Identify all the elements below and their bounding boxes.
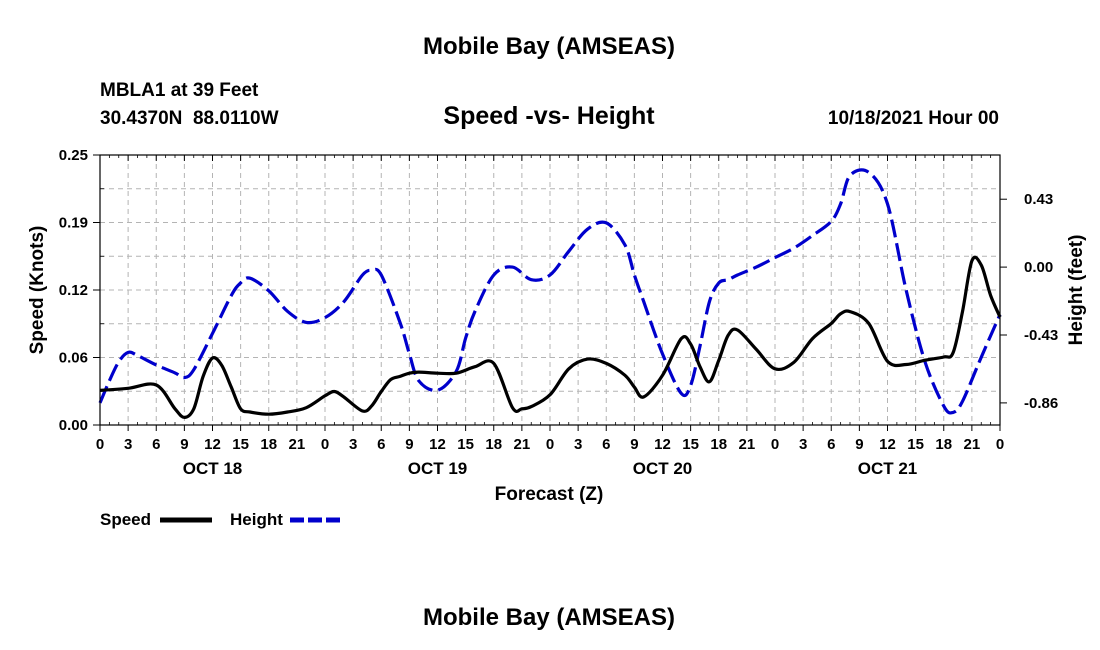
- x-tick-label: 0: [96, 436, 104, 453]
- x-tick-label: 15: [457, 436, 474, 453]
- x-axis-title: Forecast (Z): [495, 484, 604, 505]
- x-tick-label: 3: [124, 436, 132, 453]
- x-tick-label: 3: [574, 436, 582, 453]
- day-label: OCT 18: [183, 459, 243, 478]
- x-tick-label: 9: [180, 436, 188, 453]
- y-left-tick-label: 0.06: [59, 350, 88, 367]
- station-label: MBLA1 at 39 Feet: [100, 80, 259, 101]
- x-tick-label: 0: [546, 436, 554, 453]
- x-tick-label: 9: [405, 436, 413, 453]
- x-tick-label: 15: [907, 436, 924, 453]
- x-tick-label: 0: [321, 436, 329, 453]
- x-tick-label: 18: [485, 436, 502, 453]
- x-tick-label: 12: [879, 436, 896, 453]
- plot-frame: [99, 154, 1001, 426]
- x-tick-label: 18: [260, 436, 277, 453]
- series-lines: [98, 168, 1002, 419]
- x-tick-label: 3: [799, 436, 807, 453]
- x-tick-label: 6: [827, 436, 835, 453]
- series-line-speed: [99, 255, 1002, 419]
- legend: Speed Height: [100, 510, 342, 529]
- chart-main-title: Mobile Bay (AMSEAS): [423, 33, 675, 60]
- x-tick-label: 21: [964, 436, 981, 453]
- plot-grid: [100, 155, 1000, 425]
- series-line-height: [98, 168, 1002, 415]
- day-label: OCT 21: [858, 459, 918, 478]
- x-tick-label: 21: [289, 436, 306, 453]
- x-tick-label: 0: [771, 436, 779, 453]
- y-axis-right-title: Height (feet): [1066, 235, 1087, 346]
- x-tick-label: 18: [935, 436, 952, 453]
- forecast-datetime: 10/18/2021 Hour 00: [828, 108, 999, 129]
- day-label: OCT 19: [408, 459, 468, 478]
- chart-subtitle: Speed -vs- Height: [443, 102, 655, 130]
- y-left-tick-label: 0.12: [59, 282, 88, 299]
- y-axis-left-title: Speed (Knots): [27, 226, 48, 355]
- x-tick-label: 9: [630, 436, 638, 453]
- y-left-tick-label: 0.00: [59, 417, 88, 434]
- day-label: OCT 20: [633, 459, 693, 478]
- x-tick-label: 6: [377, 436, 385, 453]
- legend-label-speed: Speed: [100, 510, 151, 529]
- x-tick-label: 12: [204, 436, 221, 453]
- y-right-tick-label: 0.00: [1024, 259, 1053, 276]
- x-tick-label: 12: [429, 436, 446, 453]
- x-tick-label: 21: [514, 436, 531, 453]
- y-right-tick-label: -0.43: [1024, 327, 1058, 344]
- x-tick-label: 15: [232, 436, 249, 453]
- axis-tick-labels: 0 3 6 9 12 15 18 21 0 3 6 9 12 15 18 21 0 3 6 9 12 15 18 21 0 3 6 9…: [59, 147, 1058, 478]
- x-tick-label: 18: [710, 436, 727, 453]
- coordinates-label: 30.4370N 88.0110W: [100, 108, 279, 129]
- x-tick-label: 3: [349, 436, 357, 453]
- x-tick-label: 21: [739, 436, 756, 453]
- x-tick-label: 6: [152, 436, 160, 453]
- y-left-tick-label: 0.25: [59, 147, 88, 164]
- x-tick-label: 0: [996, 436, 1004, 453]
- y-left-tick-label: 0.19: [59, 215, 88, 232]
- y-right-tick-label: 0.43: [1024, 191, 1053, 208]
- chart-footer-title: Mobile Bay (AMSEAS): [423, 604, 675, 631]
- x-tick-label: 15: [682, 436, 699, 453]
- x-tick-label: 6: [602, 436, 610, 453]
- legend-label-height: Height: [230, 510, 283, 529]
- x-tick-label: 12: [654, 436, 671, 453]
- y-right-tick-label: -0.86: [1024, 395, 1058, 412]
- x-tick-label: 9: [855, 436, 863, 453]
